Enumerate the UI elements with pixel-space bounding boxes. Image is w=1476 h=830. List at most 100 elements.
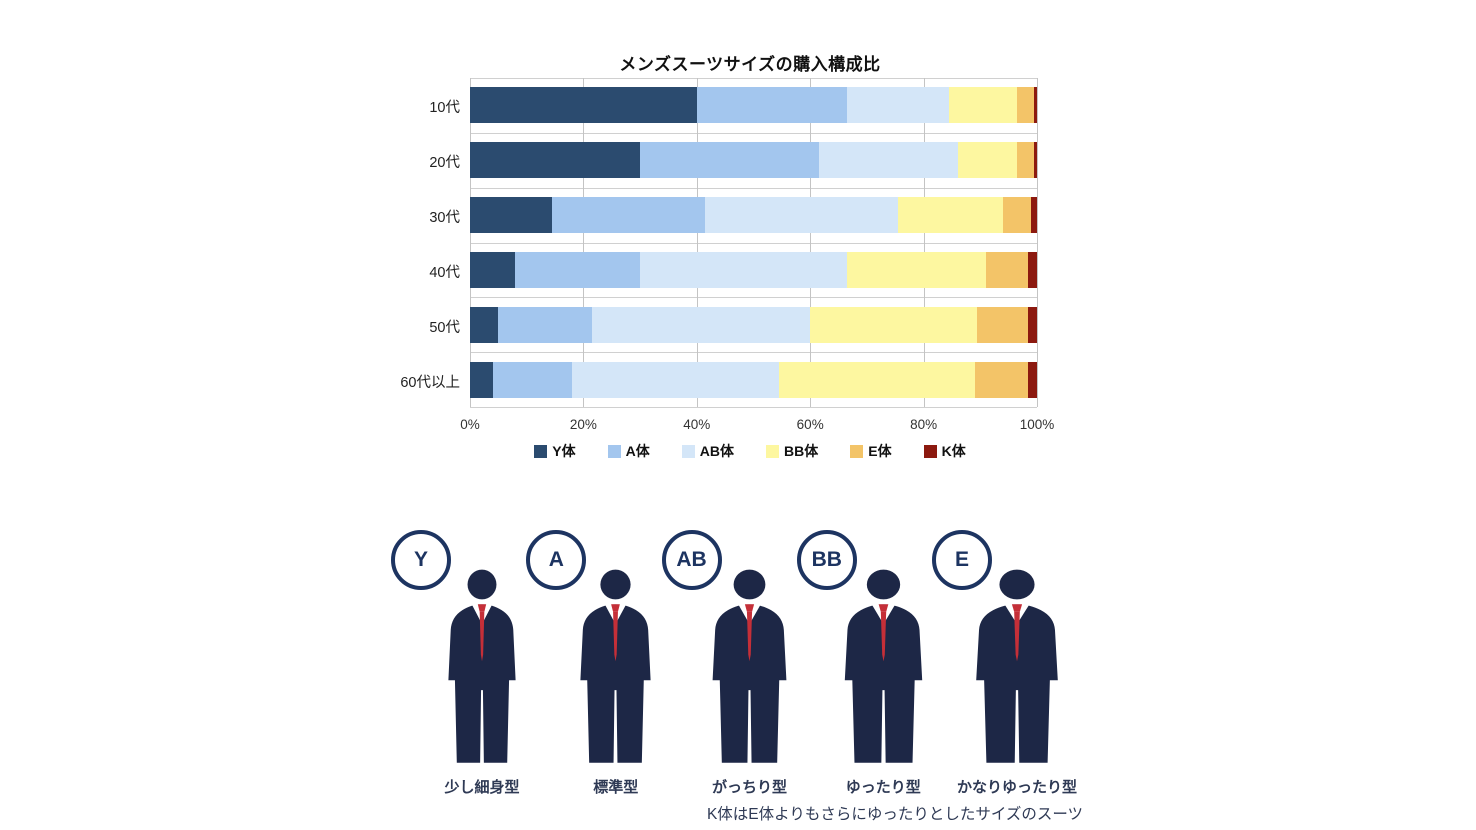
bar-segment [1017,87,1035,124]
size-type-label: 標準型 [593,779,639,796]
bar-segment [1028,251,1037,288]
bar-segment [949,87,1018,124]
bar-segment [515,251,641,288]
gridline-horizontal [470,407,1037,408]
gridline-horizontal [470,242,1037,244]
bar-segment [985,251,1029,288]
suit-figure [819,568,948,771]
x-tick-label: 20% [569,417,597,432]
gridline-vertical [1037,78,1038,407]
bar-row [470,361,1037,398]
bar-segment [1002,197,1032,234]
size-type-label: かなりゆったり型 [956,779,1077,796]
gridline-horizontal [470,297,1037,299]
legend-label: E体 [868,443,892,459]
bar-segment [470,251,516,288]
bar-segment [640,251,848,288]
bar-segment [1028,306,1037,343]
bar-segment [1034,87,1037,124]
size-guide-section: K体はE体よりもさらにゆったりとしたサイズのスーツ Y 少し細身型 A 標準型 AB がっ… [0,528,1476,830]
x-tick-label: 100% [1019,417,1055,432]
legend-label: BB体 [784,443,819,459]
legend-swatch [607,444,621,458]
gridline-vertical [810,78,812,407]
bar-segment [974,361,1029,398]
x-tick-label: 80% [910,417,938,432]
gridline-vertical [923,78,925,407]
gridline-vertical [583,78,585,407]
bar-segment [847,251,986,288]
category-label: 20代 [429,155,460,172]
suit-figure [557,568,674,771]
bar-row [470,87,1037,124]
suit-figure [688,568,811,771]
category-label: 50代 [429,319,460,336]
legend-swatch [850,444,864,458]
bar-segment [1028,361,1037,398]
suit-figure [949,568,1085,771]
chart-title: メンズスーツサイズの購入構成比 [619,55,881,74]
gridline-horizontal [470,187,1037,189]
size-type-label: がっちり型 [711,779,787,796]
gridline-vertical [470,78,471,407]
bar-segment [552,197,706,234]
bar-segment [572,361,779,398]
legend-item: K体 [923,441,966,461]
bar-segment [810,306,978,343]
bar-segment [847,87,950,124]
legend-swatch [681,444,695,458]
size-badge: A [526,530,587,590]
legend-swatch [534,444,548,458]
bar-segment [470,87,697,124]
x-tick-label: 40% [683,417,711,432]
legend-item: Y体 [534,441,576,461]
x-tick-label: 0% [460,417,480,432]
legend-swatch [766,444,779,458]
suit-figure-icon [976,569,1058,763]
bar-segment [705,197,899,234]
x-tick-label: 60% [796,417,824,432]
size-badge: AB [661,530,722,590]
chart-legend: Y体 A体 AB体 BB体 E体 K体 [420,441,1080,461]
legend-label: Y体 [552,443,576,459]
bar-row [470,251,1037,288]
size-badge: BB [796,530,857,590]
bar-segment [470,361,493,398]
bar-segment [957,142,1018,179]
gridline-vertical [696,78,698,407]
legend-label: K体 [941,443,966,459]
gridline-horizontal [470,78,1037,79]
gridline-horizontal [470,352,1037,354]
bar-row [470,306,1037,343]
size-badge: E [932,530,992,590]
bar-segment [696,87,848,124]
bar-row [470,197,1037,234]
size-type-label: 少し細身型 [444,779,520,796]
bar-segment [977,306,1029,343]
category-label: 60代以上 [400,374,460,391]
suit-figure [426,568,538,771]
legend-item: E体 [850,441,892,461]
bar-segment [779,361,975,398]
bar-segment [1034,142,1037,179]
bar-segment [492,361,573,398]
gridline-horizontal [470,132,1037,134]
bar-segment [1017,142,1035,179]
bar-segment [591,306,811,343]
suit-figure-icon [844,569,922,763]
bar-segment [498,306,592,343]
bar-segment [898,197,1003,234]
bar-segment [470,306,499,343]
plot-area [470,78,1038,408]
suit-figure-icon [448,569,516,763]
bar-row [470,142,1037,179]
category-label: 10代 [429,100,460,117]
size-type-label: ゆったり型 [845,779,921,796]
legend-item: BB体 [766,441,818,461]
bar-segment [470,197,553,234]
category-label: 30代 [429,210,460,227]
size-guide-footnote: K体はE体よりもさらにゆったりとしたサイズのスーツ [706,806,1084,823]
category-label: 40代 [429,264,460,281]
suit-figure-icon [712,569,787,763]
